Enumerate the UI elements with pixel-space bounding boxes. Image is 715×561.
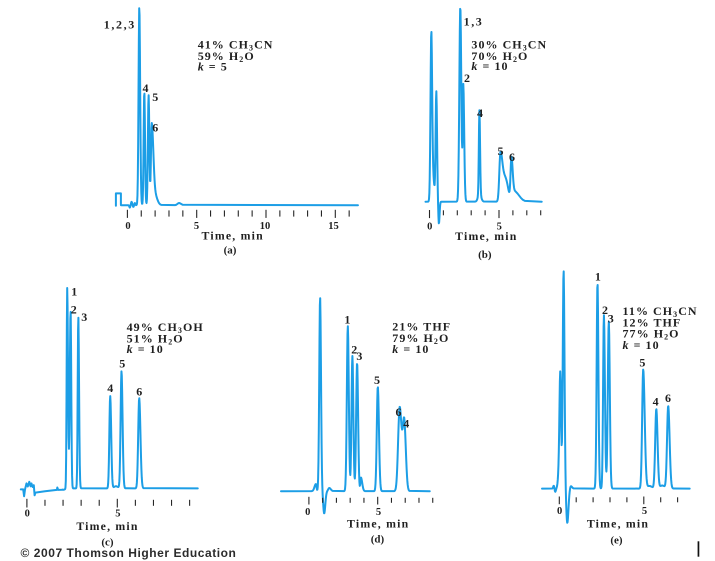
svg-text:49% CH3OH: 49% CH3OH [127,320,204,335]
svg-text:(c): (c) [101,536,114,548]
svg-text:k = 10: k = 10 [392,342,429,356]
svg-text:(d): (d) [371,534,385,546]
svg-text:1: 1 [344,313,350,327]
svg-text:5: 5 [498,144,504,158]
svg-text:41% CH3CN: 41% CH3CN [198,38,274,53]
svg-text:1: 1 [595,269,601,283]
svg-text:k = 10: k = 10 [127,342,164,356]
svg-text:4: 4 [107,381,113,395]
svg-text:Time, min: Time, min [587,517,649,531]
svg-text:0: 0 [25,509,30,520]
svg-text:k = 5: k = 5 [198,60,228,74]
svg-text:k = 10: k = 10 [623,338,660,352]
svg-text:6: 6 [509,150,515,164]
svg-text:1,3: 1,3 [464,14,484,28]
svg-text:5: 5 [374,373,380,387]
svg-text:k = 10: k = 10 [471,59,508,73]
svg-text:3: 3 [356,349,362,363]
svg-text:Time, min: Time, min [202,229,264,243]
svg-text:2: 2 [464,71,470,85]
svg-text:(e): (e) [610,535,623,547]
svg-text:4: 4 [653,395,659,409]
svg-text:1: 1 [71,285,77,299]
svg-text:Time, min: Time, min [347,517,409,531]
svg-text:5: 5 [115,509,120,520]
svg-text:11% CH3CN: 11% CH3CN [623,304,698,319]
svg-text:3: 3 [81,310,87,324]
svg-text:5: 5 [376,507,381,518]
svg-text:5: 5 [497,222,502,233]
svg-text:5: 5 [639,356,645,370]
svg-text:30% CH3CN: 30% CH3CN [471,38,547,53]
svg-text:12% THF: 12% THF [623,315,682,329]
svg-text:6: 6 [665,391,671,405]
svg-text:0: 0 [427,222,432,233]
svg-text:Time, min: Time, min [455,229,517,243]
svg-text:1,2,3: 1,2,3 [104,18,136,32]
svg-text:Time, min: Time, min [76,519,138,533]
svg-text:2: 2 [602,303,608,317]
svg-text:(a): (a) [224,245,237,257]
svg-text:5: 5 [152,90,158,104]
svg-text:10: 10 [260,221,271,232]
svg-text:2: 2 [351,343,357,357]
svg-text:0: 0 [125,221,130,232]
svg-text:5: 5 [642,506,647,517]
svg-text:3: 3 [608,312,614,326]
svg-text:21% THF: 21% THF [392,320,451,334]
svg-text:© 2007 Thomson Higher Educatio: © 2007 Thomson Higher Education [21,546,237,560]
svg-text:6: 6 [136,385,142,399]
svg-text:2: 2 [71,303,77,317]
svg-text:6: 6 [396,405,402,419]
svg-text:(b): (b) [478,249,492,261]
svg-text:15: 15 [328,221,339,232]
svg-text:4: 4 [403,417,409,431]
svg-text:4: 4 [143,81,149,95]
svg-text:4: 4 [477,106,483,120]
svg-text:6: 6 [152,121,158,135]
svg-text:0: 0 [305,507,310,518]
svg-text:5: 5 [119,357,125,371]
svg-text:5: 5 [194,221,199,232]
svg-text:0: 0 [557,506,562,517]
